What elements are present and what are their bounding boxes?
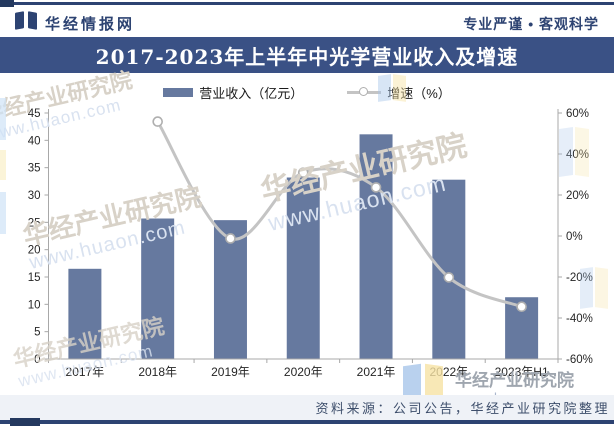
page-title: 2017-2023年上半年中光学营业收入及增速 [95, 44, 519, 69]
marker-dot-icon [359, 86, 369, 96]
svg-text:2018年: 2018年 [138, 365, 177, 379]
legend-label-revenue: 营业收入（亿元） [199, 85, 304, 101]
source-note: 资料来源：公司公告，华经产业研究院整理 [315, 401, 610, 416]
legend-item-growth: 增速（%） [347, 83, 451, 102]
svg-text:-40%: -40% [566, 313, 593, 325]
svg-text:2022年: 2022年 [429, 365, 468, 379]
svg-text:2023年H1: 2023年H1 [495, 365, 549, 379]
bottom-accent-rule [0, 420, 614, 424]
svg-text:2017年: 2017年 [66, 365, 105, 379]
svg-text:20: 20 [28, 245, 41, 257]
top-accent-rule [0, 2, 614, 5]
svg-text:5: 5 [34, 327, 40, 339]
bar-swatch-icon [163, 87, 194, 97]
svg-text:-60%: -60% [566, 354, 593, 366]
svg-text:45: 45 [28, 108, 41, 120]
svg-text:-20%: -20% [566, 272, 593, 284]
svg-text:2021年: 2021年 [357, 365, 396, 379]
svg-text:60%: 60% [566, 108, 589, 120]
bottom-accent-cap [10, 418, 40, 426]
svg-text:40%: 40% [566, 149, 589, 161]
brand-name: 华经情报网 [45, 16, 136, 33]
svg-text:30: 30 [28, 190, 41, 202]
line-marker-swatch-icon [347, 86, 382, 96]
chart-legend: 营业收入（亿元） 增速（%） [0, 79, 614, 105]
chart-canvas: 45 40 35 30 25 20 15 10 5 0 60% 40% 20% 0% -20% -40% -60… [28, 108, 593, 379]
svg-text:0: 0 [34, 354, 40, 366]
revenue-growth-chart: 45 40 35 30 25 20 15 10 5 0 60% 40% 20% 0% -20% -40% -60… [0, 104, 614, 392]
svg-text:25: 25 [28, 217, 41, 229]
svg-text:35: 35 [28, 163, 41, 175]
top-accent-cap [0, 0, 14, 7]
svg-text:40: 40 [28, 135, 41, 147]
title-band: 2017-2023年上半年中光学营业收入及增速 [0, 37, 614, 73]
svg-text:2020年: 2020年 [284, 365, 323, 379]
svg-text:15: 15 [28, 272, 41, 284]
open-book-right-page [28, 11, 37, 30]
open-book-left-page [15, 11, 24, 30]
svg-text:2019年: 2019年 [211, 365, 250, 379]
source-band: 资料来源：公司公告，华经产业研究院整理 [0, 395, 614, 420]
svg-text:0%: 0% [566, 231, 583, 243]
brand-open-book-icon [15, 11, 38, 31]
svg-text:20%: 20% [566, 190, 589, 202]
legend-item-revenue: 营业收入（亿元） [163, 83, 303, 102]
legend-label-growth: 增速（%） [387, 85, 451, 101]
svg-text:10: 10 [28, 299, 41, 311]
brand-slogan: 专业严谨 • 客观科学 [463, 16, 599, 32]
